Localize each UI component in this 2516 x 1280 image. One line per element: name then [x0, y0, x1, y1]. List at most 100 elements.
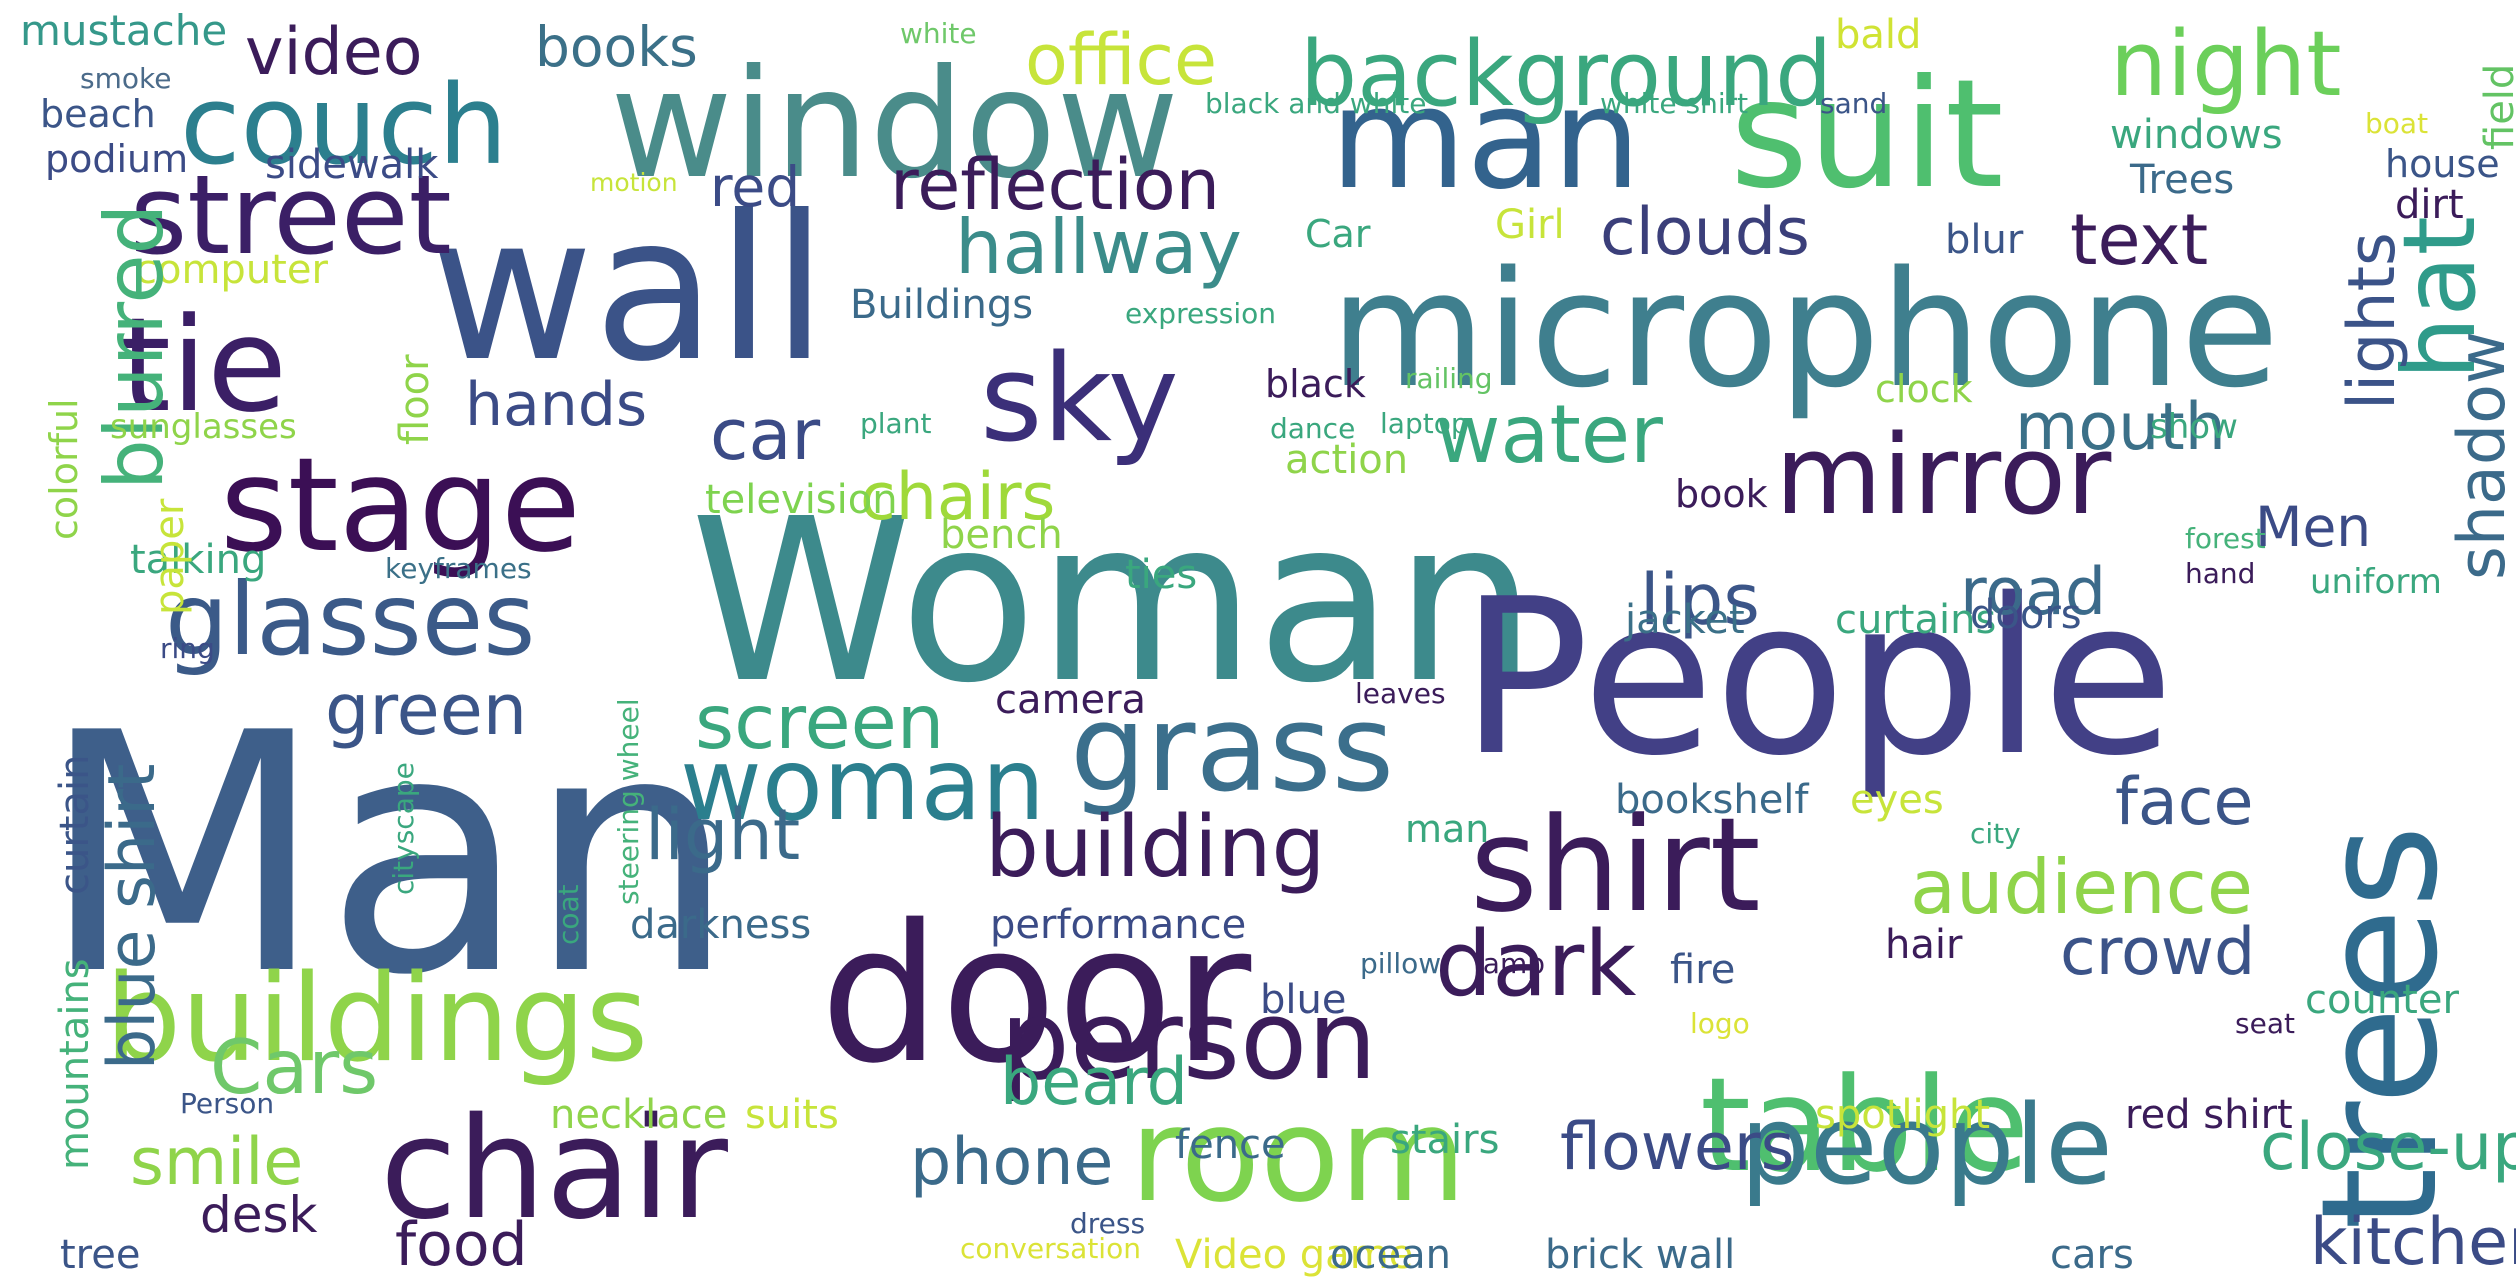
cloud-word: wall: [430, 173, 828, 406]
cloud-word: counter: [2305, 977, 2459, 1023]
cloud-word: chairs: [860, 460, 1056, 535]
cloud-word: table: [1700, 1049, 2030, 1201]
cloud-word: house: [2385, 142, 2500, 186]
cloud-word: close-up: [2260, 1110, 2516, 1185]
cloud-word: railing: [1405, 362, 1493, 395]
cloud-word: Cars: [210, 1023, 379, 1111]
cloud-word: tie: [120, 289, 288, 441]
cloud-word: Girl: [1495, 202, 1565, 248]
cloud-word: hands: [465, 370, 648, 440]
cloud-word: mustache: [20, 6, 228, 55]
cloud-word: darkness: [630, 902, 812, 948]
cloud-word: colorful: [42, 398, 86, 540]
cloud-word: ring: [160, 632, 215, 665]
cloud-word: doors: [1970, 592, 2082, 638]
cloud-word: night: [2110, 12, 2342, 117]
cloud-word: hallway: [955, 203, 1242, 291]
cloud-word: coat: [552, 884, 585, 945]
cloud-word: logo: [1690, 1007, 1750, 1040]
cloud-word: fence: [1175, 1122, 1286, 1168]
cloud-word: shirt: [1470, 789, 1761, 941]
cloud-word: talking: [130, 537, 267, 583]
cloud-word: conversation: [960, 1232, 1141, 1265]
cloud-word: video: [245, 15, 423, 90]
cloud-word: brick wall: [1545, 1232, 1736, 1278]
cloud-word: kitchen: [2310, 1205, 2516, 1280]
cloud-word: lips: [1640, 559, 1760, 641]
cloud-word: blur: [1945, 217, 2024, 263]
cloud-word: Woman: [690, 471, 1537, 733]
cloud-word: camera: [995, 677, 1147, 723]
cloud-word: food: [395, 1210, 528, 1280]
cloud-word: audience: [1910, 843, 2253, 931]
cloud-word: face: [2115, 765, 2254, 840]
cloud-word: office: [1025, 19, 1218, 101]
cloud-word: cityscape: [387, 762, 420, 895]
cloud-word: water: [1435, 388, 1663, 481]
cloud-word: stage: [220, 429, 581, 581]
cloud-word: light: [645, 794, 801, 876]
cloud-word: beard: [1000, 1045, 1188, 1120]
cloud-word: hair: [1885, 922, 1963, 968]
cloud-word: blue shirt: [95, 763, 170, 1071]
cloud-word: books: [535, 15, 698, 79]
cloud-word: man: [1330, 58, 1641, 221]
cloud-word: dress: [1070, 1207, 1146, 1240]
cloud-word: people: [1740, 1081, 2113, 1209]
cloud-word: uniform: [2310, 562, 2442, 602]
cloud-word: street: [130, 151, 452, 279]
cloud-word: clock: [1875, 367, 1973, 411]
cloud-word: room: [1130, 1079, 1467, 1231]
cloud-word: couch: [180, 61, 508, 189]
cloud-word: city: [1970, 817, 2021, 850]
cloud-word: Man: [40, 663, 737, 1047]
cloud-word: suit: [1730, 48, 2004, 222]
cloud-word: curtain: [52, 754, 98, 895]
cloud-word: plant: [860, 407, 932, 440]
cloud-word: seat: [2235, 1007, 2295, 1040]
cloud-word: lamp: [1475, 947, 1545, 980]
cloud-word: blurred: [88, 203, 181, 490]
cloud-word: People: [1460, 552, 2175, 803]
cloud-word: smoke: [80, 62, 172, 95]
cloud-word: Buildings: [850, 282, 1034, 328]
cloud-word: Men: [2255, 495, 2372, 559]
cloud-word: spotlight: [1815, 1092, 1991, 1138]
cloud-word: Person: [180, 1087, 275, 1120]
cloud-word: phone: [910, 1125, 1114, 1200]
cloud-word: sand: [1820, 87, 1888, 120]
cloud-word: person: [1000, 976, 1378, 1104]
cloud-word: field: [2477, 63, 2516, 150]
cloud-word: forest: [2185, 522, 2266, 555]
cloud-word: necklace: [550, 1092, 728, 1138]
cloud-word: window: [610, 38, 1180, 212]
cloud-word: podium: [45, 137, 189, 181]
cloud-word: black and white: [1205, 87, 1427, 120]
cloud-word: chair: [380, 1088, 728, 1251]
cloud-word: man: [1405, 807, 1490, 851]
cloud-word: action: [1285, 437, 1409, 483]
cloud-word: building: [985, 798, 1326, 897]
cloud-word: white: [900, 17, 977, 50]
cloud-word: buildings: [105, 950, 649, 1089]
cloud-word: mountains: [52, 958, 98, 1170]
cloud-word: bald: [1835, 12, 1922, 58]
cloud-word: bookshelf: [1615, 777, 1809, 823]
cloud-word: boat: [2365, 107, 2429, 140]
cloud-word: text: [2070, 199, 2209, 281]
cloud-word: show: [2150, 407, 2238, 447]
cloud-word: motion: [590, 168, 678, 197]
cloud-word: blue: [1260, 977, 1347, 1023]
cloud-word: curtains: [1835, 597, 1997, 643]
cloud-word: dirt: [2395, 182, 2464, 228]
cloud-word: lights: [2335, 232, 2410, 410]
cloud-word: reflection: [890, 144, 1221, 226]
cloud-word: expression: [1125, 297, 1277, 330]
cloud-word: red: [710, 155, 801, 219]
cloud-word: dance: [1270, 412, 1356, 445]
cloud-word: stairs: [1390, 1117, 1500, 1163]
cloud-word: background: [1300, 22, 1833, 127]
cloud-word: eyes: [1850, 777, 1944, 823]
cloud-word: Trees: [2130, 157, 2235, 203]
